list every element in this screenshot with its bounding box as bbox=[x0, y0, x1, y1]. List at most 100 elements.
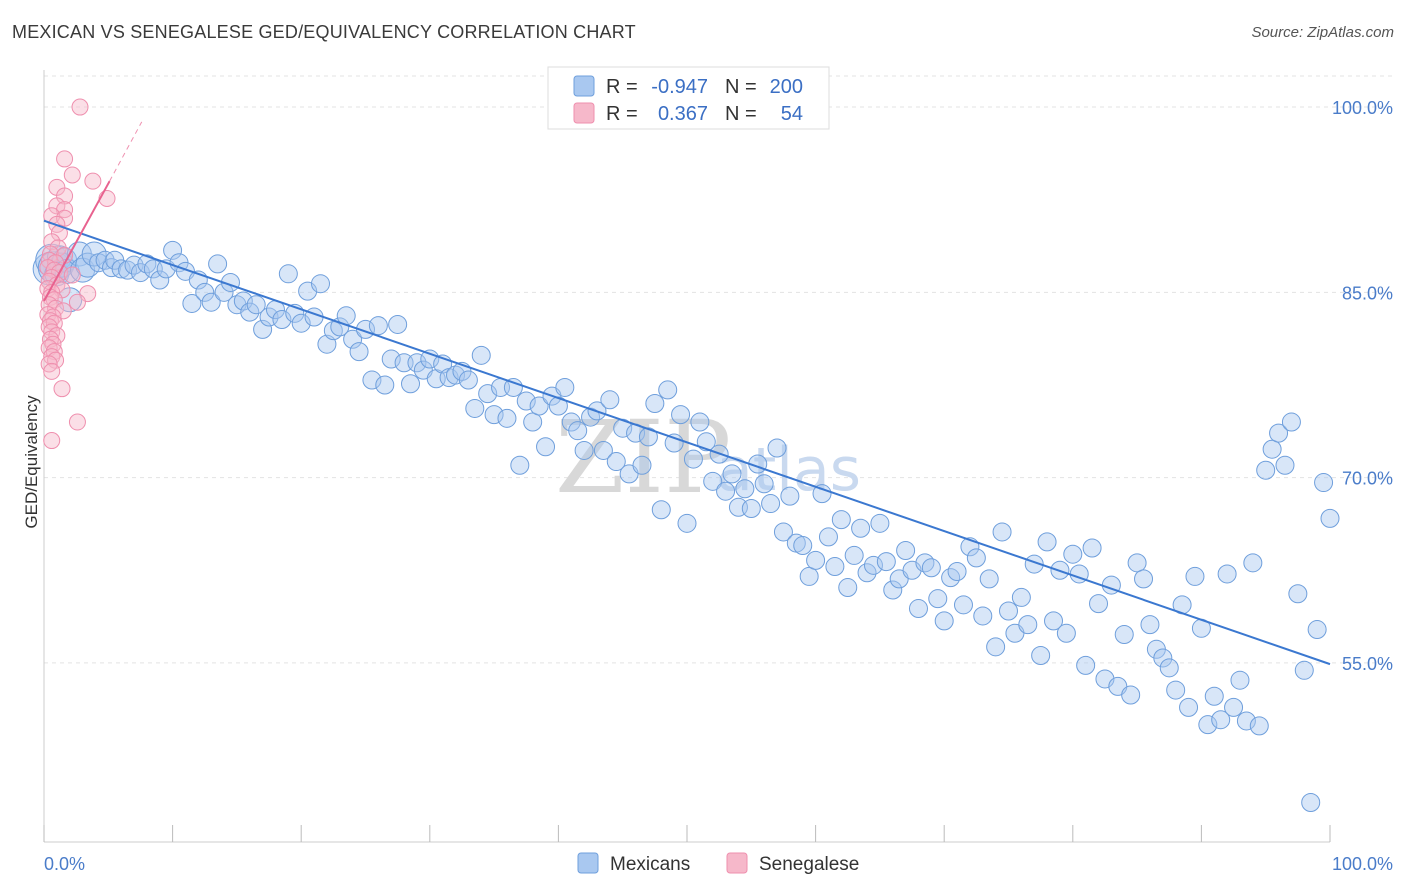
legend-swatch-senegalese bbox=[573, 102, 595, 124]
mexicans-point-23 bbox=[150, 270, 170, 290]
mexicans-point-148 bbox=[953, 595, 973, 615]
mexicans-point-17 bbox=[111, 259, 131, 279]
mexicans-point-78 bbox=[503, 377, 523, 397]
mexicans-point-36 bbox=[233, 291, 253, 311]
mexicans-point-115 bbox=[741, 498, 761, 518]
mexicans-point-197 bbox=[1269, 423, 1289, 443]
mexicans-point-112 bbox=[722, 464, 742, 484]
mexicans-point-193 bbox=[1243, 553, 1263, 573]
senegalese-point-51 bbox=[53, 380, 71, 398]
mexicans-point-81 bbox=[523, 412, 543, 432]
mexicans-point-154 bbox=[992, 522, 1012, 542]
senegalese-point-31 bbox=[45, 291, 63, 309]
mexicans-point-79 bbox=[510, 455, 530, 475]
mexicans-point-38 bbox=[246, 295, 266, 315]
mexicans-point-191 bbox=[1230, 670, 1250, 690]
mexicans-point-32 bbox=[208, 254, 228, 274]
mexicans-point-195 bbox=[1256, 460, 1276, 480]
mexicans-point-157 bbox=[1011, 587, 1031, 607]
mexicans-point-25 bbox=[163, 240, 183, 260]
mexicans-point-135 bbox=[870, 513, 890, 533]
mexicans-point-12 bbox=[81, 241, 107, 267]
senegalese-point-0 bbox=[71, 98, 89, 116]
bottom-legend-swatch-mexicans bbox=[577, 852, 599, 874]
mexicans-point-71 bbox=[458, 370, 478, 390]
mexicans-point-161 bbox=[1037, 532, 1057, 552]
senegalese-point-53 bbox=[43, 432, 61, 450]
mexicans-point-194 bbox=[1249, 716, 1269, 736]
mexicans-point-119 bbox=[767, 438, 787, 458]
mexicans-point-100 bbox=[645, 394, 665, 414]
mexicans-point-162 bbox=[1044, 611, 1064, 631]
mexicans-point-137 bbox=[883, 580, 903, 600]
mexicans-point-104 bbox=[671, 405, 691, 425]
mexicans-point-153 bbox=[986, 637, 1006, 657]
mexicans-point-109 bbox=[703, 471, 723, 491]
mexicans-point-126 bbox=[812, 484, 832, 504]
senegalese-points bbox=[39, 98, 116, 450]
mexicans-point-82 bbox=[529, 396, 549, 416]
mexicans-point-139 bbox=[896, 540, 916, 560]
mexicans-point-63 bbox=[407, 353, 427, 373]
mexicans-point-106 bbox=[683, 449, 703, 469]
chart-source: Source: ZipAtlas.com bbox=[1251, 24, 1394, 41]
mexicans-point-31 bbox=[201, 292, 221, 312]
bottom-legend-label-mexicans: Mexicans bbox=[610, 854, 690, 875]
mexicans-point-123 bbox=[793, 536, 813, 556]
mexicans-point-117 bbox=[754, 474, 774, 494]
mexicans-point-155 bbox=[999, 601, 1018, 621]
trend-lines bbox=[43, 121, 1331, 666]
mexicans-point-51 bbox=[330, 317, 350, 337]
mexicans-point-83 bbox=[536, 437, 556, 457]
mexicans-point-111 bbox=[716, 481, 736, 501]
mexicans-point-198 bbox=[1275, 455, 1295, 475]
mexicans-point-53 bbox=[343, 329, 363, 349]
senegalese-point-52 bbox=[68, 413, 86, 431]
mexicans-point-143 bbox=[921, 558, 941, 578]
x-tick-labels: 0.0% 100.0% bbox=[44, 854, 1393, 874]
legend-box bbox=[547, 66, 830, 130]
mexicans-point-165 bbox=[1063, 544, 1083, 564]
mexicans-point-43 bbox=[278, 264, 298, 284]
mexicans-point-108 bbox=[696, 432, 716, 452]
mexicans-point-69 bbox=[446, 365, 466, 385]
x-tick-label-0: 0.0% bbox=[44, 854, 85, 874]
mexicans-point-131 bbox=[844, 545, 864, 565]
legend-r-label-senegalese: R = bbox=[606, 103, 638, 125]
mexicans-point-175 bbox=[1127, 553, 1147, 573]
mexicans-points bbox=[32, 240, 1340, 812]
mexicans-point-130 bbox=[838, 578, 858, 598]
mexicans-point-114 bbox=[735, 479, 755, 499]
mexicans-point-54 bbox=[349, 342, 369, 362]
mexicans-point-88 bbox=[568, 421, 588, 441]
legend-n-value-senegalese: 54 bbox=[781, 103, 803, 125]
legend-n-label-mexicans: N = bbox=[725, 76, 757, 98]
mexicans-point-160 bbox=[1031, 645, 1051, 665]
mexicans-point-189 bbox=[1217, 564, 1237, 584]
mexicans-point-72 bbox=[465, 398, 485, 418]
mexicans-point-147 bbox=[947, 561, 967, 581]
y-tick-label-3: 55.0% bbox=[1342, 654, 1393, 674]
mexicans-point-128 bbox=[825, 557, 845, 577]
mexicans-trend-line bbox=[43, 219, 1331, 666]
mexicans-point-174 bbox=[1121, 685, 1141, 705]
mexicans-point-203 bbox=[1307, 620, 1327, 640]
mexicans-point-145 bbox=[934, 611, 954, 631]
mexicans-point-59 bbox=[381, 349, 401, 369]
mexicans-point-89 bbox=[574, 440, 594, 460]
mexicans-point-80 bbox=[516, 391, 536, 411]
mexicans-point-73 bbox=[471, 345, 491, 365]
senegalese-point-13 bbox=[43, 233, 61, 251]
legend-n-value-mexicans: 200 bbox=[770, 76, 803, 98]
mexicans-point-75 bbox=[484, 405, 504, 425]
mexicans-point-192 bbox=[1236, 711, 1256, 731]
legend-r-value-mexicans: -0.947 bbox=[651, 76, 708, 98]
mexicans-point-169 bbox=[1089, 594, 1109, 614]
mexicans-point-121 bbox=[780, 486, 800, 506]
mexicans-point-187 bbox=[1204, 686, 1224, 706]
mexicans-point-39 bbox=[253, 319, 273, 339]
mexicans-point-102 bbox=[658, 380, 678, 400]
mexicans-point-48 bbox=[310, 274, 330, 294]
mexicans-point-129 bbox=[831, 510, 851, 530]
